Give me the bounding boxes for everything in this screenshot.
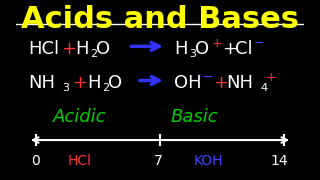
Text: +: + [61, 40, 76, 58]
Text: OH: OH [174, 74, 202, 92]
Text: +: + [211, 37, 222, 50]
Text: −: − [203, 71, 213, 84]
Text: 2: 2 [91, 49, 98, 59]
Text: NH: NH [28, 74, 55, 92]
Text: Basic: Basic [171, 108, 218, 126]
Text: O: O [108, 74, 122, 92]
Text: HCl: HCl [68, 154, 92, 168]
Text: H: H [87, 74, 100, 92]
Text: 3: 3 [189, 49, 196, 59]
Text: +: + [213, 74, 228, 92]
Text: O: O [195, 40, 210, 58]
Text: KOH: KOH [194, 154, 224, 168]
Text: 2: 2 [102, 83, 109, 93]
Text: 0: 0 [31, 154, 39, 168]
Text: NH: NH [226, 74, 253, 92]
Text: 3: 3 [62, 83, 69, 93]
Text: 7: 7 [154, 154, 163, 168]
Text: +: + [223, 40, 238, 58]
Text: +: + [266, 71, 276, 84]
Text: +: + [72, 74, 87, 92]
Text: H: H [174, 40, 188, 58]
Text: 4: 4 [260, 83, 267, 93]
Text: −: − [253, 37, 264, 50]
Text: Acids and Bases: Acids and Bases [21, 5, 299, 34]
Text: Cl: Cl [235, 40, 253, 58]
Text: 14: 14 [270, 154, 288, 168]
Text: O: O [96, 40, 110, 58]
Text: HCl: HCl [28, 40, 59, 58]
Text: Acidic: Acidic [53, 108, 106, 126]
Text: H: H [75, 40, 89, 58]
